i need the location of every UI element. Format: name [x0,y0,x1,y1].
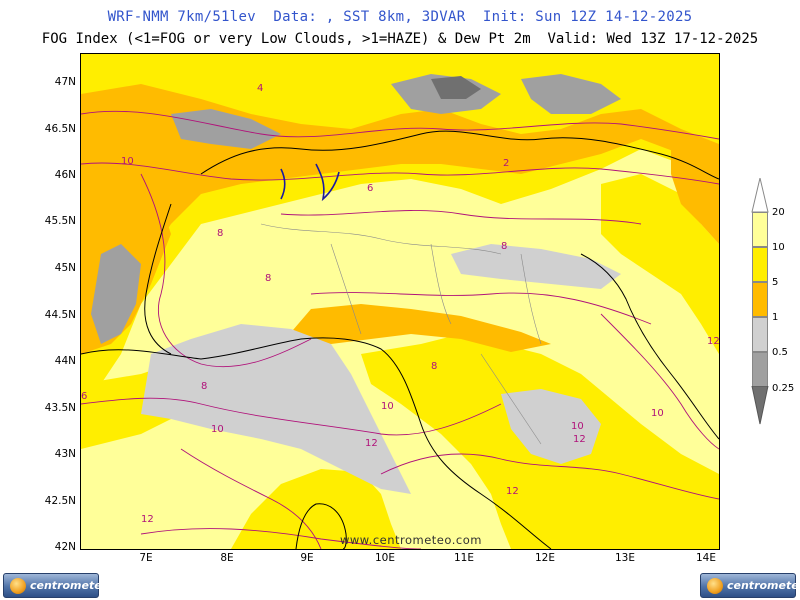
globe-icon [707,578,723,594]
contour-label: 12 [707,336,719,347]
lat-label-44-5: 44.5N [44,309,76,321]
contour-label: 10 [571,421,584,432]
fog-field-grey-po-valley [451,244,621,289]
region-boundary [260,223,502,255]
contour-label: 8 [501,241,507,252]
centrometeo-logo-right[interactable]: centrometeo [700,573,800,598]
region-boundary [480,353,542,445]
lake-maggiore [280,168,286,200]
fog-field-grey-central [501,389,601,464]
contour-label: 12 [365,438,378,449]
legend-swatch-0-5-1 [752,317,768,352]
contour-label: 12 [141,514,154,525]
lat-label-45-5: 45.5N [44,215,76,227]
watermark: www.centrometeo.com [340,533,482,547]
region-boundary [430,243,452,325]
contour-line [600,313,719,450]
contour-label: 8 [201,381,207,392]
title-field-info: FOG Index (<1=FOG or very Low Clouds, >1… [41,31,759,47]
contour-line [380,453,719,500]
contour-line [280,210,642,225]
contour-line [81,110,719,140]
contour-label: 10 [651,408,664,419]
lat-label-45: 45N [54,262,76,274]
lat-label-46: 46N [54,169,76,181]
logo-text: centrometeo [727,579,800,592]
contour-label: 2 [503,158,509,169]
fog-field-darkgrey-alps-west [171,109,281,149]
legend-swatch-0-25-0-5 [752,352,768,387]
contour-line [140,173,312,368]
legend-label-5: 5 [772,277,779,288]
region-boundaries [260,223,542,445]
contour-label: 8 [265,273,271,284]
map-canvas: 4 2 6 8 8 8 10 10 10 10 10 12 12 12 12 1… [81,54,719,549]
lon-label-8: 8E [220,552,234,564]
lon-label-9: 9E [300,552,314,564]
fog-field-darkgrey-alps-east [521,74,621,114]
coastline [81,337,552,549]
fog-index-map: 4 2 6 8 8 8 10 10 10 10 10 12 12 12 12 1… [80,53,720,550]
legend-label-0-5: 0.5 [772,347,788,358]
legend-label-0-25: 0.25 [772,383,795,394]
coastline [295,503,347,549]
lon-label-10: 10E [375,552,395,564]
lon-label-11: 11E [454,552,474,564]
contour-label: 6 [367,183,373,194]
contour-label: 6 [81,391,87,402]
lat-label-42: 42N [54,541,76,553]
fog-field-yellow-adriatic [601,174,719,354]
fog-field-yellow-corsica [231,469,401,549]
legend-swatch-5-10 [752,247,768,282]
lon-label-13: 13E [615,552,635,564]
contour-line [180,448,322,549]
contour-label: 8 [431,361,437,372]
centrometeo-logo-left[interactable]: centrometeo [3,573,109,598]
lon-label-12: 12E [535,552,555,564]
lat-label-42-5: 42.5N [44,495,76,507]
globe-icon [10,578,26,594]
contour-line [140,528,422,549]
contour-label: 12 [506,486,519,497]
contour-line [81,397,502,436]
contour-line [310,292,652,325]
contour-label: 12 [573,434,586,445]
lat-label-47: 47N [54,76,76,88]
legend-swatch-below-0-25 [751,386,769,425]
legend-label-10: 10 [772,242,785,253]
contour-line [81,162,719,185]
contour-label: 10 [211,424,224,435]
fog-field-darkest-alps [431,76,481,99]
coastlines [81,130,719,549]
fog-field-grey-tyrrhenian [141,324,411,494]
legend-swatch-1-5 [752,282,768,317]
country-border [144,203,172,355]
lat-label-43-5: 43.5N [44,402,76,414]
fog-field-darkgrey-piedmont [91,244,141,344]
legend-swatch-above-10 [752,212,768,247]
legend-arrow-top [751,178,769,213]
contour-label: 10 [121,156,134,167]
contour-label: 4 [257,83,263,94]
lake-como [315,163,340,202]
lon-label-7: 7E [139,552,153,564]
legend-label-1: 1 [772,312,779,323]
lat-label-46-5: 46.5N [44,123,76,135]
region-boundary [520,253,542,345]
contour-label: 8 [217,228,223,239]
title-model-info: WRF-NMM 7km/51lev Data: , SST 8km, 3DVAR… [107,9,693,25]
contour-label: 10 [381,401,394,412]
region-boundary [330,243,362,335]
country-border [200,130,719,180]
lon-label-14: 14E [696,552,716,564]
lat-label-43: 43N [54,448,76,460]
lakes [280,163,340,202]
legend-label-20: 20 [772,207,785,218]
logo-text: centrometeo [30,579,110,592]
lat-label-44: 44N [54,355,76,367]
coastline [580,253,719,440]
dewpoint-contours [81,110,719,549]
